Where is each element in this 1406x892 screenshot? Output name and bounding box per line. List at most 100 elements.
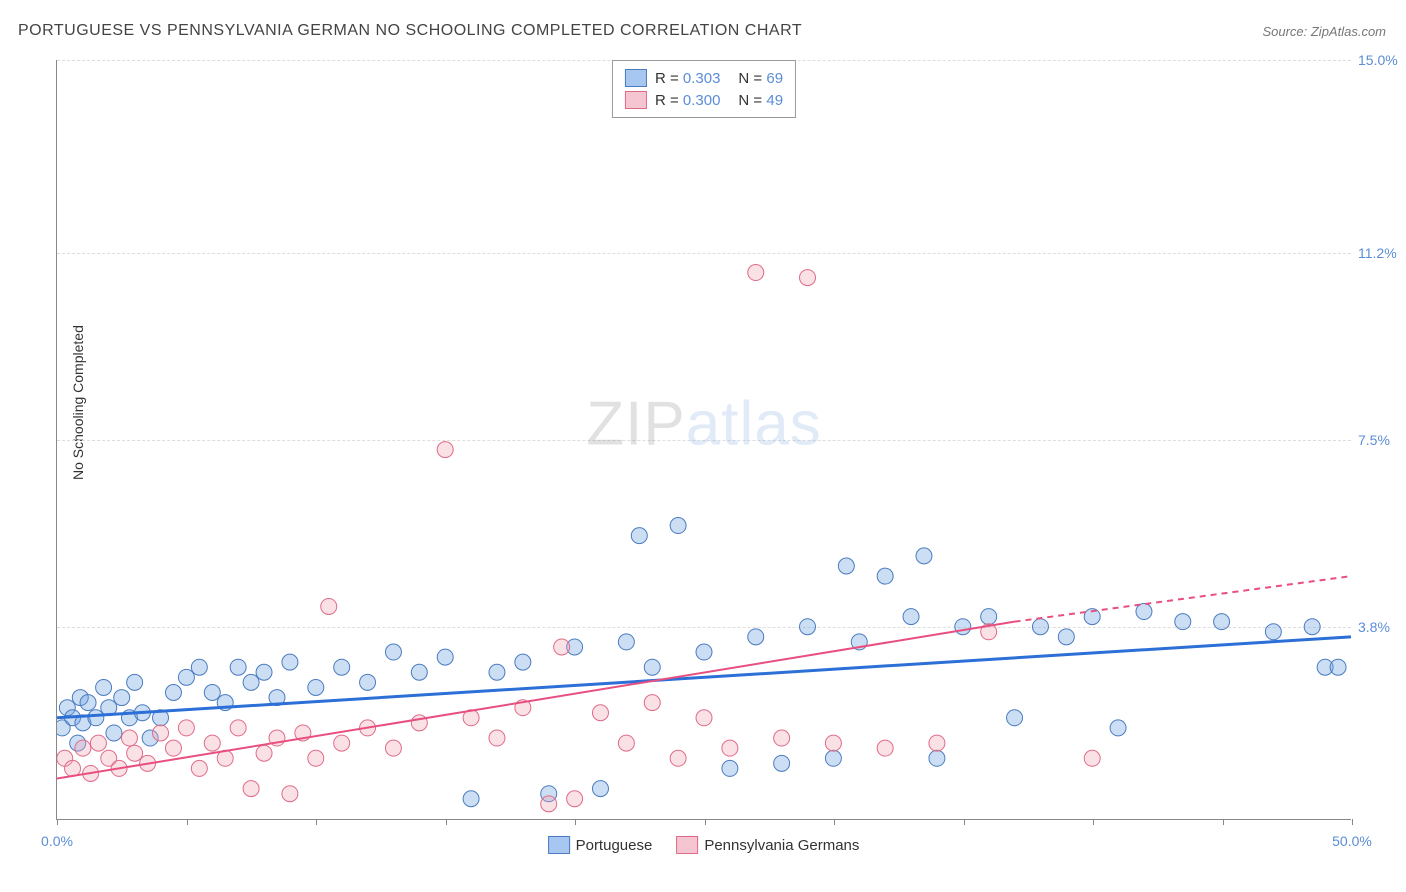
data-point <box>80 695 96 711</box>
stats-row: R = 0.300 N = 49 <box>625 89 783 111</box>
data-point <box>191 659 207 675</box>
data-point <box>88 710 104 726</box>
data-point <box>153 725 169 741</box>
data-point <box>877 740 893 756</box>
data-point <box>243 674 259 690</box>
data-point <box>489 664 505 680</box>
x-tick-label: 50.0% <box>1332 833 1372 849</box>
data-point <box>65 760 81 776</box>
x-tick <box>1223 819 1224 825</box>
data-point <box>463 791 479 807</box>
data-point <box>360 674 376 690</box>
x-tick <box>57 819 58 825</box>
legend-swatch <box>625 91 647 109</box>
data-point <box>722 760 738 776</box>
data-point <box>165 740 181 756</box>
data-point <box>644 659 660 675</box>
data-point <box>385 740 401 756</box>
data-point <box>592 705 608 721</box>
data-point <box>165 685 181 701</box>
trend-line <box>57 622 1015 779</box>
data-point <box>489 730 505 746</box>
legend-item: Portuguese <box>548 836 653 854</box>
x-tick <box>834 819 835 825</box>
data-point <box>1032 619 1048 635</box>
data-point <box>774 730 790 746</box>
stat-n: N = 69 <box>738 70 783 87</box>
legend-label: Portuguese <box>576 837 653 854</box>
data-point <box>1265 624 1281 640</box>
data-point <box>1007 710 1023 726</box>
legend-item: Pennsylvania Germans <box>676 836 859 854</box>
data-point <box>955 619 971 635</box>
chart-container: PORTUGUESE VS PENNSYLVANIA GERMAN NO SCH… <box>0 0 1406 892</box>
data-point <box>567 791 583 807</box>
data-point <box>722 740 738 756</box>
x-tick <box>1352 819 1353 825</box>
data-point <box>825 750 841 766</box>
data-point <box>114 690 130 706</box>
data-point <box>981 609 997 625</box>
data-point <box>877 568 893 584</box>
data-point <box>618 634 634 650</box>
data-point <box>903 609 919 625</box>
x-tick <box>316 819 317 825</box>
data-point <box>334 659 350 675</box>
y-tick-label: 11.2% <box>1358 245 1406 261</box>
data-point <box>256 745 272 761</box>
x-tick <box>575 819 576 825</box>
data-point <box>204 735 220 751</box>
stat-r: R = 0.300 <box>655 92 720 109</box>
y-tick-label: 3.8% <box>1358 619 1406 635</box>
data-point <box>282 786 298 802</box>
data-point <box>230 659 246 675</box>
data-point <box>1110 720 1126 736</box>
stats-row: R = 0.303 N = 69 <box>625 67 783 89</box>
data-point <box>230 720 246 736</box>
data-point <box>385 644 401 660</box>
data-point <box>1084 750 1100 766</box>
source-attribution: Source: ZipAtlas.com <box>1262 24 1386 39</box>
data-point <box>96 679 112 695</box>
data-point <box>437 442 453 458</box>
chart-area: No Schooling Completed ZIPatlas 3.8%7.5%… <box>56 60 1351 820</box>
data-point <box>282 654 298 670</box>
data-point <box>774 755 790 771</box>
data-point <box>631 528 647 544</box>
data-point <box>191 760 207 776</box>
x-tick <box>964 819 965 825</box>
data-point <box>618 735 634 751</box>
data-point <box>75 740 91 756</box>
y-tick-label: 15.0% <box>1358 52 1406 68</box>
y-tick-label: 7.5% <box>1358 432 1406 448</box>
data-point <box>178 720 194 736</box>
data-point <box>541 796 557 812</box>
data-point <box>748 265 764 281</box>
data-point <box>1214 614 1230 630</box>
data-point <box>437 649 453 665</box>
data-point <box>90 735 106 751</box>
data-point <box>321 598 337 614</box>
data-point <box>106 725 122 741</box>
stat-n: N = 49 <box>738 92 783 109</box>
x-tick <box>446 819 447 825</box>
data-point <box>670 518 686 534</box>
data-point <box>916 548 932 564</box>
data-point <box>696 644 712 660</box>
data-point <box>696 710 712 726</box>
data-point <box>800 619 816 635</box>
data-point <box>825 735 841 751</box>
data-point <box>243 781 259 797</box>
data-point <box>178 669 194 685</box>
data-point <box>748 629 764 645</box>
data-point <box>929 750 945 766</box>
data-point <box>127 674 143 690</box>
data-point <box>592 781 608 797</box>
data-point <box>308 750 324 766</box>
data-point <box>1175 614 1191 630</box>
data-point <box>204 685 220 701</box>
data-point <box>554 639 570 655</box>
x-tick <box>1093 819 1094 825</box>
x-tick <box>705 819 706 825</box>
stats-legend-box: R = 0.303 N = 69 R = 0.300 N = 49 <box>612 60 796 118</box>
